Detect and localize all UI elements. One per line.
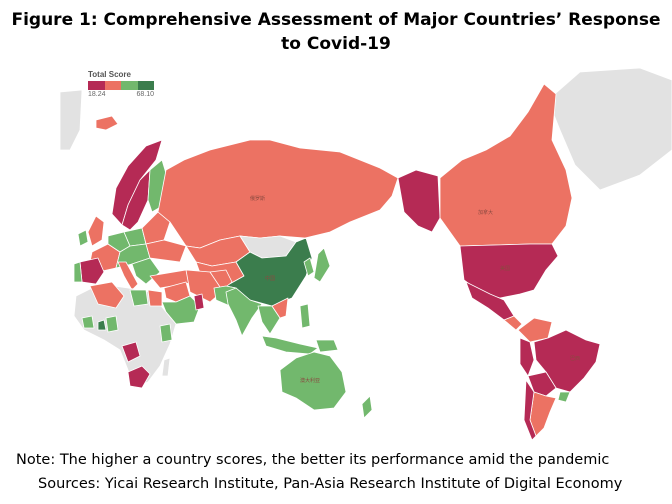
- west-africa-1: [81, 315, 95, 329]
- korea: [303, 257, 315, 277]
- peru-ecuador: [519, 337, 535, 377]
- world-map-svg: 俄罗斯 中国 美国 加拿大 巴西 澳大利亚: [60, 67, 672, 441]
- united-kingdom: [87, 215, 105, 247]
- legend-labels: 18.24 68.10: [88, 90, 154, 99]
- canada: [439, 83, 573, 247]
- west-africa-3: [105, 315, 119, 333]
- map-label-usa: 美国: [500, 265, 510, 272]
- uruguay: [557, 391, 571, 403]
- afghanistan: [209, 269, 233, 291]
- map-label-china: 中国: [265, 275, 275, 282]
- ireland: [77, 229, 89, 247]
- morocco-algeria: [89, 281, 125, 309]
- iceland: [95, 115, 119, 131]
- legend-swatch-1: [88, 81, 105, 90]
- belarus-baltics: [141, 211, 171, 245]
- gulf-states: [193, 293, 205, 311]
- greenland: [547, 67, 672, 191]
- map-label-brazil: 巴西: [570, 356, 580, 362]
- australia: [279, 351, 347, 411]
- legend-swatch-2: [104, 81, 121, 90]
- italy: [117, 261, 139, 291]
- figure-note: Note: The higher a country scores, the b…: [16, 452, 610, 468]
- brazil: [533, 329, 601, 393]
- new-zealand: [361, 395, 373, 419]
- left-edge-land: [60, 89, 83, 151]
- papua: [315, 339, 339, 353]
- congo-region: [121, 341, 141, 363]
- central-america: [503, 315, 523, 331]
- ukraine: [145, 239, 187, 263]
- west-africa-2: [97, 319, 107, 331]
- russia: [157, 139, 399, 249]
- south-africa: [127, 365, 151, 389]
- map-label-canada: 加拿大: [478, 209, 493, 216]
- legend-swatch-3: [121, 81, 138, 90]
- map-label-australia: 澳大利亚: [300, 377, 320, 384]
- figure-title: Figure 1: Comprehensive Assessment of Ma…: [11, 10, 661, 54]
- legend-color-bar: [88, 81, 154, 90]
- map-label-russia: 俄罗斯: [250, 195, 265, 202]
- world-map: 俄罗斯 中国 美国 加拿大 巴西 澳大利亚: [60, 64, 672, 444]
- malaysia-indonesia: [261, 335, 319, 355]
- india: [225, 287, 263, 337]
- figure-sources: Sources: Yicai Research Institute, Pan-A…: [38, 476, 623, 492]
- legend-max: 68.10: [136, 91, 154, 98]
- vietnam-laos: [271, 297, 289, 319]
- libya: [129, 289, 149, 307]
- colombia-venezuela: [517, 317, 553, 343]
- philippines: [299, 303, 311, 329]
- japan: [313, 247, 331, 283]
- legend: Total Score 18.24 68.10: [88, 70, 154, 99]
- legend-min: 18.24: [88, 91, 106, 98]
- madagascar: [161, 357, 171, 377]
- ethiopia-kenya: [159, 323, 173, 343]
- southeast-asia: [257, 305, 281, 335]
- legend-swatch-4: [137, 81, 154, 90]
- chile: [523, 379, 537, 441]
- bolivia-paraguay: [527, 371, 557, 397]
- alaska: [397, 169, 441, 233]
- portugal: [73, 261, 83, 283]
- egypt: [147, 289, 163, 307]
- legend-title: Total Score: [88, 70, 131, 79]
